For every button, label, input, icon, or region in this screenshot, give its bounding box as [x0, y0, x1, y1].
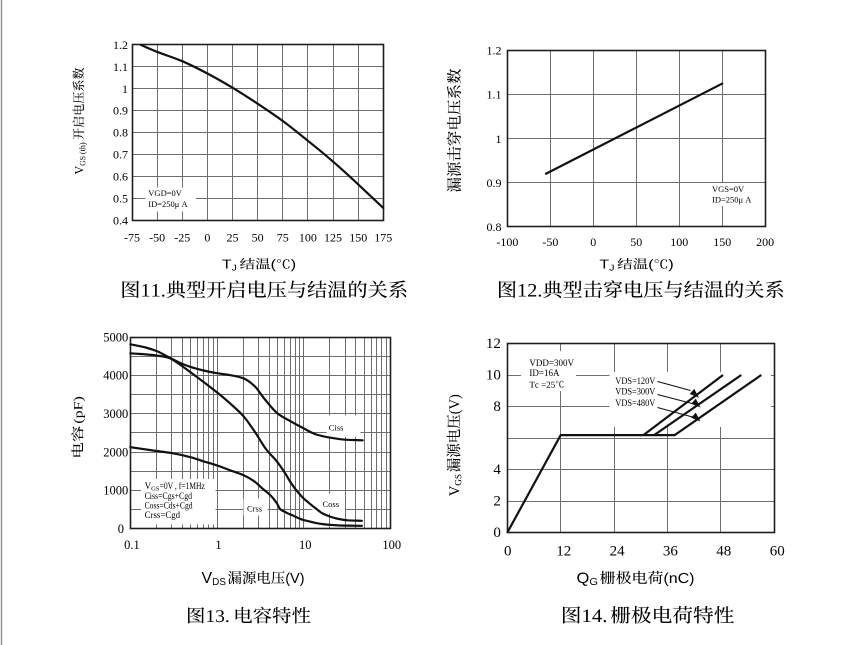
svg-text:150: 150 [349, 231, 367, 245]
svg-text:1.2: 1.2 [487, 44, 502, 58]
svg-text:36: 36 [663, 544, 679, 560]
svg-text:10: 10 [299, 538, 312, 552]
svg-text:0: 0 [504, 544, 512, 560]
svg-text:1: 1 [496, 132, 502, 146]
svg-text:2: 2 [493, 493, 501, 509]
svg-text:4: 4 [493, 462, 501, 478]
svg-text:10: 10 [486, 367, 501, 383]
svg-text:200: 200 [756, 235, 774, 249]
svg-text:75: 75 [277, 231, 289, 245]
svg-text:150: 150 [713, 235, 731, 249]
svg-text:1.1: 1.1 [487, 88, 502, 102]
svg-text:100: 100 [670, 235, 688, 249]
svg-text:VDS=480V: VDS=480V [615, 399, 655, 409]
svg-text:VDS=300V: VDS=300V [615, 388, 655, 398]
svg-text:Crss=Cgd: Crss=Cgd [145, 510, 181, 520]
svg-text:25: 25 [227, 231, 239, 245]
svg-text:1: 1 [122, 82, 128, 96]
svg-text:VGS=0V: VGS=0V [712, 184, 745, 194]
svg-text:8: 8 [493, 399, 501, 415]
svg-text:4000: 4000 [103, 369, 128, 383]
svg-text:-50: -50 [149, 231, 165, 245]
svg-text:48: 48 [716, 544, 731, 560]
svg-text:VDD=300V: VDD=300V [529, 358, 574, 368]
svg-text:0.4: 0.4 [113, 213, 128, 227]
svg-text:1.1: 1.1 [113, 60, 128, 74]
svg-text:0: 0 [118, 522, 124, 536]
svg-text:VDS=120V: VDS=120V [615, 377, 655, 387]
svg-text:Ciss: Ciss [329, 423, 344, 433]
svg-text:ID=250μ A: ID=250μ A [148, 199, 188, 209]
svg-text:1: 1 [215, 538, 221, 552]
svg-text:24: 24 [610, 544, 626, 560]
svg-text:50: 50 [252, 231, 264, 245]
svg-text:Coss: Coss [323, 499, 340, 509]
svg-text:0.9: 0.9 [487, 176, 502, 190]
svg-text:Crss: Crss [247, 504, 262, 514]
svg-text:ID=250μ A: ID=250μ A [712, 195, 752, 205]
svg-text:60: 60 [770, 544, 785, 560]
svg-text:0: 0 [204, 231, 210, 245]
svg-text:1000: 1000 [103, 484, 128, 498]
svg-text:125: 125 [324, 231, 342, 245]
svg-text:0: 0 [493, 525, 501, 541]
svg-text:0.8: 0.8 [487, 220, 502, 234]
svg-text:3000: 3000 [103, 407, 128, 421]
svg-text:1.2: 1.2 [113, 38, 128, 52]
svg-text:0.1: 0.1 [124, 538, 140, 552]
svg-text:12: 12 [556, 544, 571, 560]
svg-text:100: 100 [382, 538, 401, 552]
svg-text:-25: -25 [174, 231, 190, 245]
svg-text:50: 50 [630, 235, 642, 249]
svg-text:V: V [145, 481, 152, 491]
svg-text:ID=16A: ID=16A [529, 368, 560, 378]
svg-text:5000: 5000 [103, 330, 128, 344]
svg-text:0.6: 0.6 [113, 170, 128, 184]
svg-text:12: 12 [486, 336, 501, 352]
svg-text:-100: -100 [496, 235, 518, 249]
svg-text:Ciss=Cgs+Cgd: Ciss=Cgs+Cgd [145, 491, 193, 501]
svg-text:0.8: 0.8 [113, 126, 128, 140]
svg-text:-50: -50 [542, 235, 558, 249]
svg-text:VGD=0V: VGD=0V [148, 188, 182, 198]
svg-text:0.5: 0.5 [113, 191, 128, 205]
svg-text:=0V , f=1MHz: =0V , f=1MHz [160, 481, 205, 491]
svg-text:175: 175 [374, 231, 392, 245]
svg-text:Coss=Cds+Cgd: Coss=Cds+Cgd [145, 501, 193, 511]
svg-text:0: 0 [590, 235, 596, 249]
svg-text:0.9: 0.9 [113, 104, 128, 118]
svg-text:0.7: 0.7 [113, 148, 128, 162]
svg-text:2000: 2000 [103, 445, 128, 459]
svg-text:GS: GS [151, 486, 160, 493]
svg-text:-75: -75 [124, 231, 140, 245]
svg-text:100: 100 [299, 231, 317, 245]
